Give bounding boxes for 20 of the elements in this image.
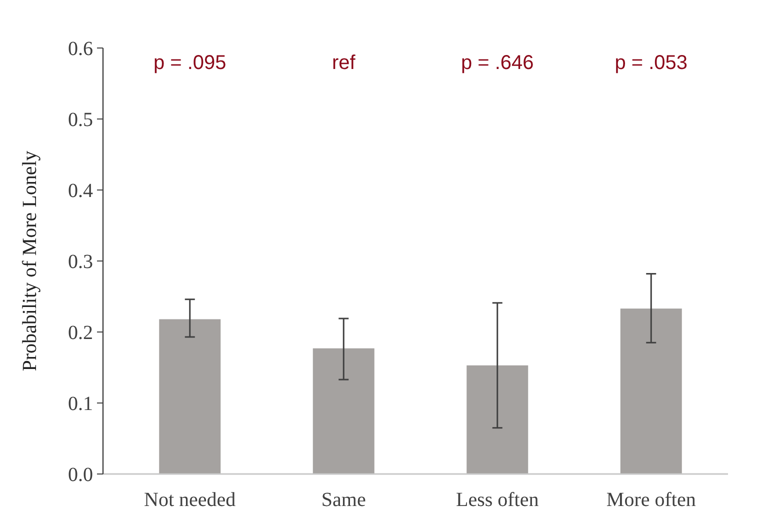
y-axis-title: Probability of More Lonely: [19, 150, 41, 372]
x-tick-label: Less often: [456, 489, 539, 511]
bar: [159, 319, 221, 474]
bar: [466, 365, 528, 474]
bar: [620, 308, 682, 474]
x-tick-label: Not needed: [144, 489, 236, 511]
y-tick-label: 0.1: [68, 393, 93, 415]
x-tick-label: More often: [606, 489, 696, 511]
annotation: p = .053: [614, 52, 688, 74]
y-tick-label: 0.3: [68, 251, 93, 273]
y-tick-label: 0.5: [68, 109, 93, 131]
annotation: ref: [332, 52, 356, 74]
bar: [312, 348, 374, 474]
y-tick-label: 0.0: [68, 464, 93, 486]
y-tick-label: 0.2: [68, 322, 93, 344]
y-tick-label: 0.6: [68, 38, 93, 60]
x-tick-label: Same: [321, 489, 366, 511]
annotation: p = .095: [153, 52, 226, 74]
y-tick-label: 0.4: [68, 180, 93, 202]
annotation: p = .646: [460, 52, 534, 74]
